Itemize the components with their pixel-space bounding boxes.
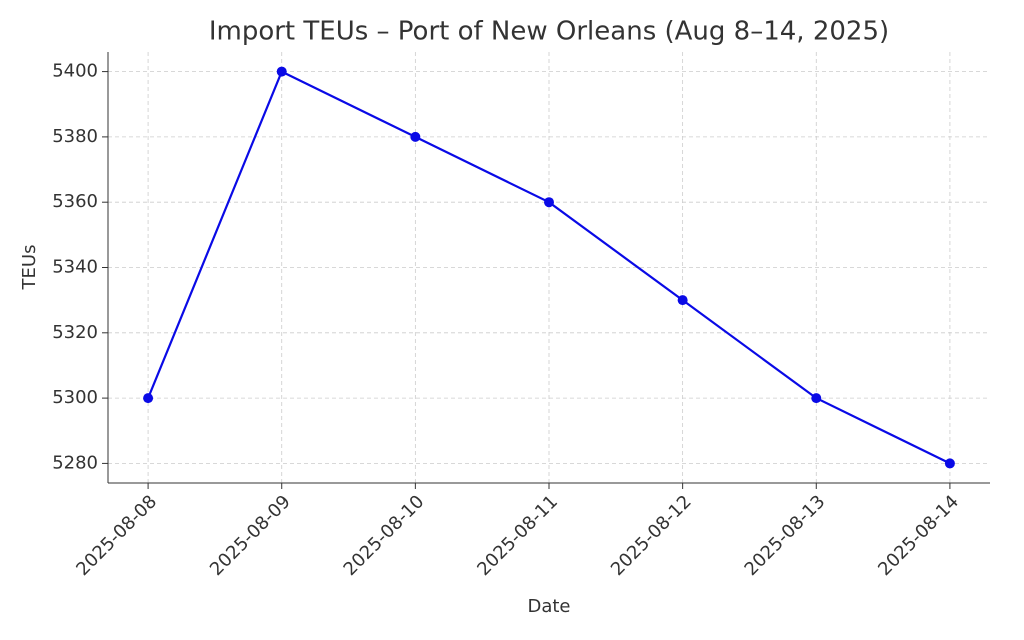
- data-point: [143, 393, 154, 404]
- data-point: [544, 197, 554, 208]
- x-tick-label: 2025-08-12: [607, 491, 696, 580]
- y-tick-label: 5280: [52, 452, 98, 473]
- y-tick-label: 5380: [52, 126, 98, 147]
- x-tick-label: 2025-08-08: [72, 491, 161, 580]
- data-point: [276, 66, 287, 77]
- y-tick-label: 5360: [52, 191, 98, 212]
- y-tick-label: 5340: [52, 257, 98, 278]
- data-point: [811, 393, 822, 404]
- x-tick-label: 2025-08-14: [874, 491, 963, 580]
- data-point: [410, 131, 421, 142]
- y-axis-label: TEUs: [19, 245, 40, 291]
- x-tick-label: 2025-08-09: [206, 491, 295, 580]
- y-tick-label: 5300: [52, 387, 98, 408]
- x-tick-label: 2025-08-10: [340, 491, 429, 580]
- data-point: [677, 295, 688, 306]
- x-tick-label: 2025-08-11: [473, 491, 562, 580]
- x-axis-label: Date: [527, 596, 570, 617]
- y-tick-label: 5400: [52, 61, 98, 82]
- x-tick-label: 2025-08-13: [741, 491, 830, 580]
- data-point: [944, 458, 955, 469]
- y-tick-label: 5320: [52, 322, 98, 343]
- chart-title: Import TEUs – Port of New Orleans (Aug 8…: [209, 17, 889, 47]
